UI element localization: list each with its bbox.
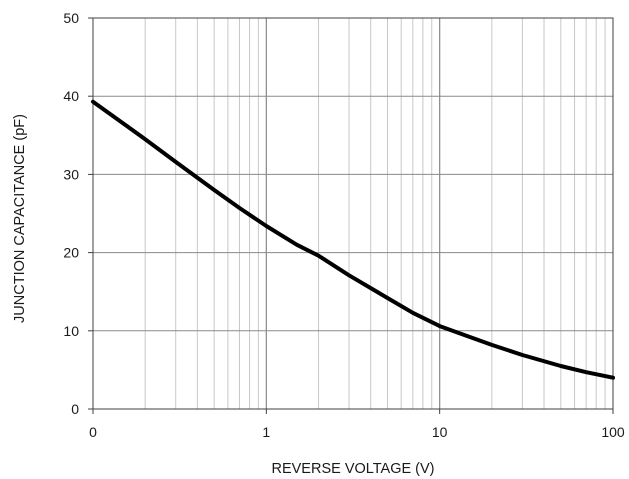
plot-frame bbox=[92, 17, 614, 410]
x-tick-label: 10 bbox=[432, 424, 448, 440]
axis-ticks bbox=[88, 17, 614, 414]
y-tick-label: 50 bbox=[63, 10, 79, 26]
x-tick-label: 0 bbox=[89, 424, 97, 440]
x-tick-labels: 0 1 10 100 bbox=[89, 424, 625, 440]
y-tick-label: 40 bbox=[63, 88, 79, 104]
grid-lines bbox=[92, 17, 614, 410]
y-tick-label: 30 bbox=[63, 166, 79, 182]
x-tick-label: 100 bbox=[601, 424, 625, 440]
y-tick-labels: 0 10 20 30 40 50 bbox=[63, 10, 79, 417]
x-axis-title: REVERSE VOLTAGE (V) bbox=[271, 461, 434, 477]
y-tick-label: 0 bbox=[71, 401, 79, 417]
capacitance-curve bbox=[91, 99, 615, 380]
y-axis-title: JUNCTION CAPACITANCE (pF) bbox=[12, 114, 28, 323]
y-tick-label: 10 bbox=[63, 323, 79, 339]
x-tick-label: 1 bbox=[262, 424, 270, 440]
y-tick-label: 20 bbox=[63, 245, 79, 261]
series-layer bbox=[91, 99, 615, 380]
